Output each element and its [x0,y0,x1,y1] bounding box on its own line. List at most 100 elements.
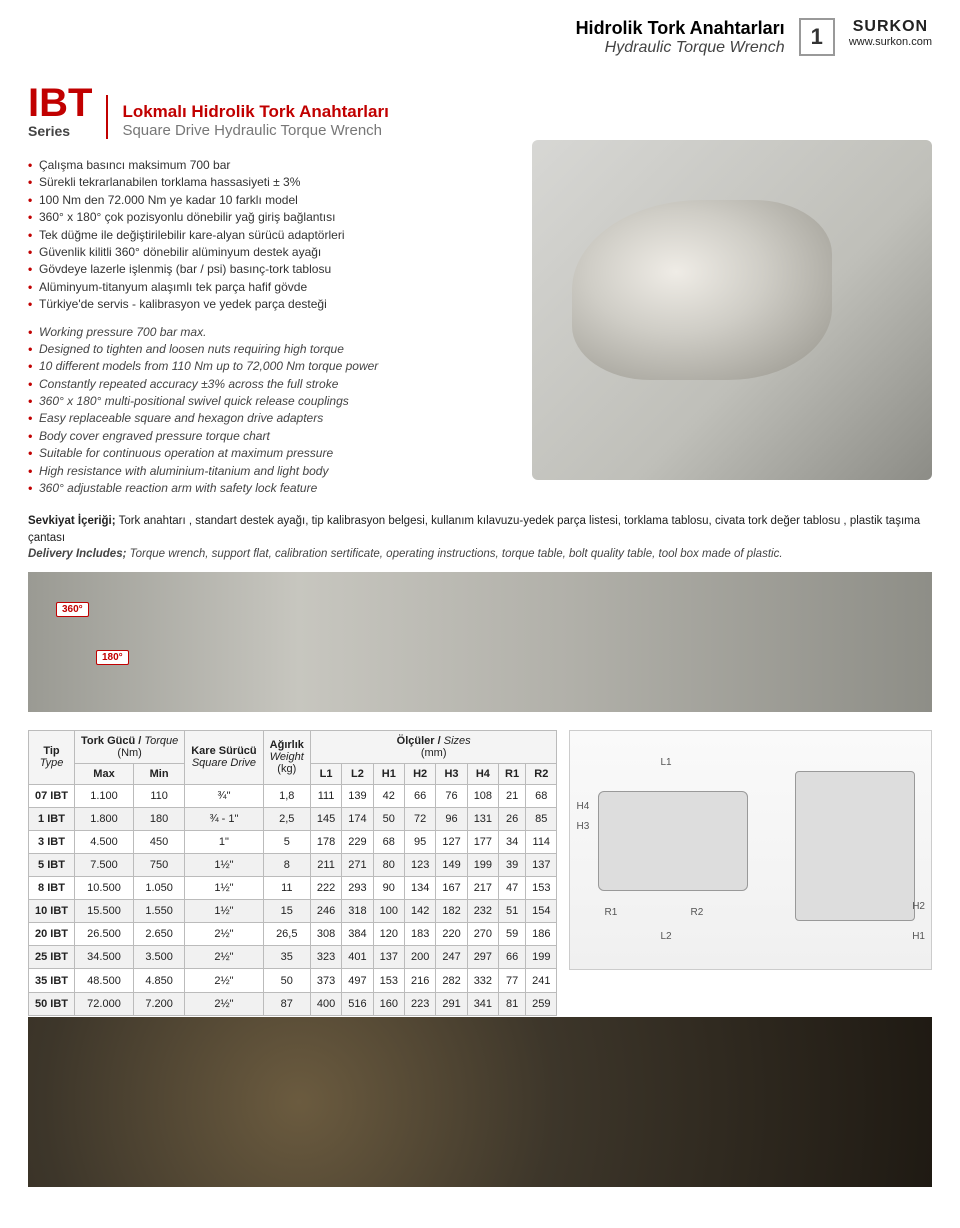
series-desc-en: Square Drive Hydraulic Torque Wrench [122,122,388,139]
feature-en-item: 360° x 180° multi-positional swivel quic… [28,393,568,410]
table-cell: 95 [404,830,435,853]
table-row: 20 IBT26.5002.6502½"26,53083841201832202… [29,923,557,946]
table-cell: 750 [133,853,184,876]
table-cell: 183 [404,923,435,946]
footer-application-photo [28,1017,932,1187]
logo-url: www.surkon.com [849,36,932,48]
table-cell: 199 [467,853,498,876]
table-cell: 47 [499,877,526,900]
table-cell: 15.500 [75,900,134,923]
th-sizes-tr: Ölçüler / [397,735,441,747]
table-cell: 108 [467,784,498,807]
table-cell: 153 [526,877,557,900]
dimension-drawing: L1 L2 H4 H3 R1 R2 H1 H2 [569,730,932,970]
table-cell: 76 [436,784,467,807]
table-cell: 34 [499,830,526,853]
table-cell: 178 [310,830,341,853]
table-cell: 80 [373,853,404,876]
dim-l1: L1 [660,757,671,768]
table-cell: 39 [499,853,526,876]
table-cell: 2½" [185,946,263,969]
table-cell: 10.500 [75,877,134,900]
table-cell: 220 [436,923,467,946]
table-cell: 50 [263,969,310,992]
th-torque-en: Torque [144,735,178,747]
delivery-en: Delivery Includes; Torque wrench, suppor… [28,546,932,562]
table-cell: 26 [499,807,526,830]
th-drive-en: Square Drive [191,757,256,769]
table-cell: 100 [373,900,404,923]
spec-table: Tip Type Tork Gücü / Torque (Nm) Kare Sü… [28,730,557,1016]
table-row: 07 IBT1.100110¾"1,81111394266761082168 [29,784,557,807]
table-row: 35 IBT48.5004.8502½"50373497153216282332… [29,969,557,992]
table-cell: 35 [263,946,310,969]
table-cell: 114 [526,830,557,853]
table-cell: 42 [373,784,404,807]
header-title-tr: Hidrolik Tork Anahtarları [576,18,785,39]
th-tip-en: Type [35,757,68,769]
table-cell: 1½" [185,877,263,900]
th-sub: Min [133,763,184,784]
table-row: 1 IBT1.800180¾ - 1"2,5145174507296131268… [29,807,557,830]
feature-en-item: Working pressure 700 bar max. [28,324,568,341]
table-cell: 87 [263,992,310,1015]
table-cell: 323 [310,946,341,969]
table-cell: 3 IBT [29,830,75,853]
table-cell: 72.000 [75,992,134,1015]
delivery-text-en: Torque wrench, support flat, calibration… [126,548,782,560]
series-code: IBT [28,83,92,123]
table-cell: 516 [342,992,373,1015]
th-weight-tr: Ağırlık [270,739,304,751]
feature-en-item: Easy replaceable square and hexagon driv… [28,410,568,427]
table-cell: 07 IBT [29,784,75,807]
table-cell: 241 [526,969,557,992]
table-cell: 15 [263,900,310,923]
feature-en-item: 360° adjustable reaction arm with safety… [28,480,568,497]
table-cell: 332 [467,969,498,992]
dim-h2: H2 [912,901,925,912]
table-cell: 450 [133,830,184,853]
series-divider [106,95,108,139]
th-tip-tr: Tip [35,745,68,757]
table-cell: 4.500 [75,830,134,853]
table-cell: 297 [467,946,498,969]
table-cell: 81 [499,992,526,1015]
table-cell: 200 [404,946,435,969]
brand-logo: SURKON www.surkon.com [849,18,932,48]
table-cell: 154 [526,900,557,923]
table-cell: 2,5 [263,807,310,830]
th-sub: H2 [404,763,435,784]
th-drive: Kare Sürücü Square Drive [185,730,263,784]
table-cell: 229 [342,830,373,853]
drawing-right-view [795,771,915,921]
feature-en-item: Constantly repeated accuracy ±3% across … [28,376,568,393]
dim-l2: L2 [660,931,671,942]
table-cell: 217 [467,877,498,900]
series-label: Series [28,123,92,139]
table-cell: 26,5 [263,923,310,946]
table-cell: 182 [436,900,467,923]
table-cell: 50 IBT [29,992,75,1015]
table-cell: 271 [342,853,373,876]
logo-text: SURKON [849,18,932,36]
table-cell: 111 [310,784,341,807]
table-cell: 308 [310,923,341,946]
table-cell: 8 [263,853,310,876]
delivery-tr: Sevkiyat İçeriği; Tork anahtarı , standa… [28,513,932,545]
header-titles: Hidrolik Tork Anahtarları Hydraulic Torq… [576,18,785,57]
th-sub: H1 [373,763,404,784]
table-cell: 211 [310,853,341,876]
table-cell: 2½" [185,923,263,946]
table-row: 3 IBT4.5004501"5178229689512717734114 [29,830,557,853]
table-cell: 1.800 [75,807,134,830]
table-cell: 246 [310,900,341,923]
table-cell: 137 [373,946,404,969]
dim-h1: H1 [912,931,925,942]
th-weight: Ağırlık Weight (kg) [263,730,310,784]
th-sizes: Ölçüler / Sizes (mm) [310,730,557,763]
th-tip: Tip Type [29,730,75,784]
table-cell: 21 [499,784,526,807]
table-row: 8 IBT10.5001.0501½"112222939013416721747… [29,877,557,900]
table-cell: ¾" [185,784,263,807]
product-gallery-strip: 360° 180° [28,572,932,712]
